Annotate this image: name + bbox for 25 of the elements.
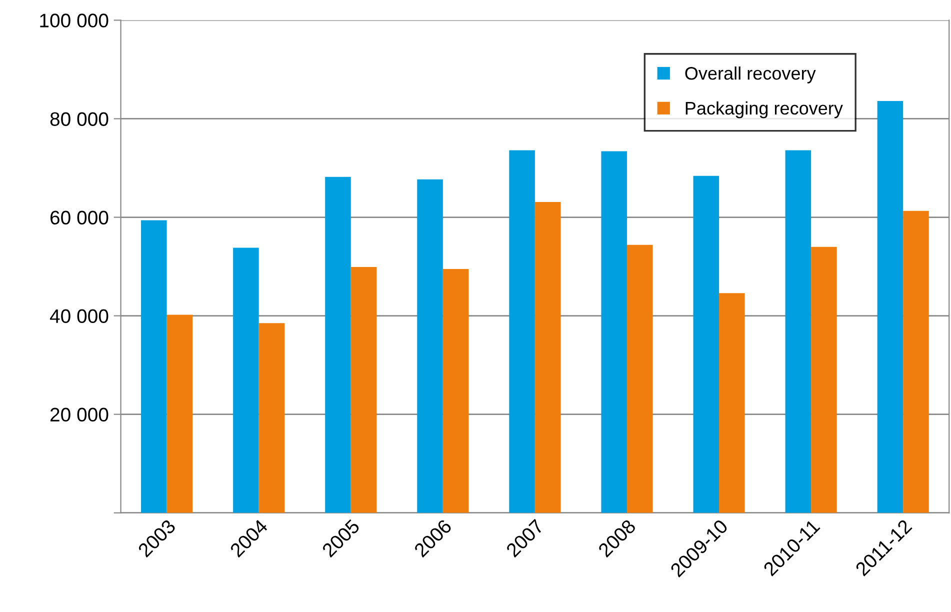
bar — [325, 176, 351, 513]
bar — [601, 151, 627, 513]
bar — [903, 210, 929, 513]
bar — [350, 267, 377, 513]
bar — [534, 202, 561, 513]
bar — [785, 150, 812, 513]
bar — [417, 179, 443, 513]
y-tick-label: 40 000 — [50, 309, 108, 324]
y-tick-label: 80 000 — [50, 112, 108, 126]
y-tick-label: 60 000 — [50, 210, 108, 224]
y-tick-label: 100 000 — [40, 14, 108, 28]
bar — [693, 176, 720, 513]
bar — [166, 314, 193, 513]
bar — [258, 323, 285, 513]
legend-label: Overall recovery — [685, 66, 816, 84]
bar — [626, 244, 653, 513]
bar — [877, 100, 904, 513]
bar — [719, 293, 745, 513]
legend-label: Packaging recovery — [686, 101, 843, 118]
y-tick-label: 20 000 — [50, 408, 108, 422]
bar — [442, 268, 469, 513]
bar — [811, 246, 837, 513]
bar — [233, 248, 259, 513]
bar — [509, 150, 535, 513]
bar — [141, 220, 167, 513]
